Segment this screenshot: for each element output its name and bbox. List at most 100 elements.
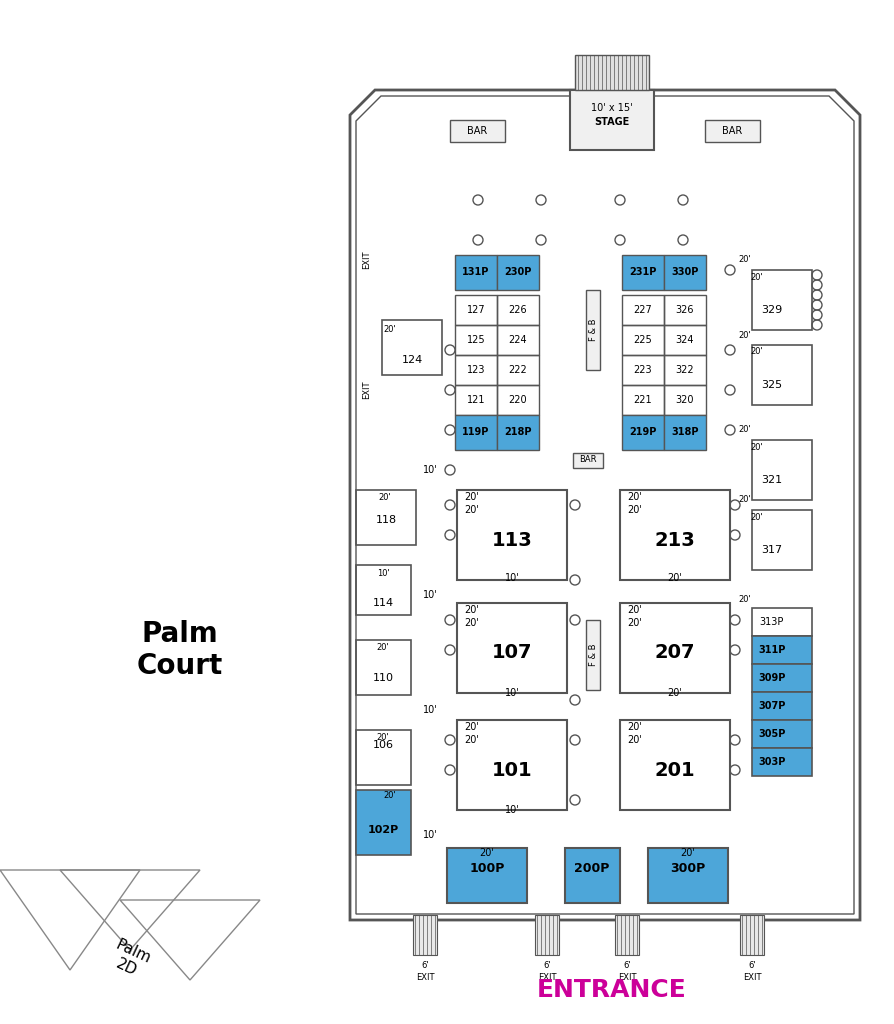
Text: 300P: 300P	[670, 861, 705, 874]
Text: EXIT: EXIT	[362, 251, 372, 269]
Bar	[356, 640, 411, 695]
Text: 20': 20'	[465, 605, 479, 615]
Text: EXIT: EXIT	[362, 381, 372, 399]
Text: 309P: 309P	[758, 673, 786, 683]
Bar	[497, 325, 539, 355]
Text: 100P: 100P	[469, 861, 505, 874]
Text: 231P: 231P	[629, 267, 657, 278]
Bar	[664, 355, 706, 385]
Bar	[447, 848, 527, 903]
Text: 110: 110	[373, 673, 393, 683]
Text: 20': 20'	[738, 496, 751, 505]
Bar	[622, 295, 664, 325]
Bar	[620, 490, 730, 580]
Text: 213: 213	[654, 530, 696, 550]
Text: 225: 225	[634, 335, 653, 345]
Bar	[455, 255, 497, 290]
Text: 131P: 131P	[462, 267, 490, 278]
Bar	[570, 90, 654, 150]
Bar	[356, 730, 411, 785]
Text: 10': 10'	[423, 465, 437, 475]
Bar	[752, 345, 812, 406]
Text: 20': 20'	[738, 426, 751, 434]
Text: 324: 324	[676, 335, 695, 345]
Text: 20': 20'	[628, 505, 643, 515]
Text: 123: 123	[467, 365, 485, 375]
Text: 20': 20'	[384, 326, 396, 335]
Bar	[586, 290, 600, 370]
Text: BAR: BAR	[721, 126, 742, 136]
Text: 20': 20'	[384, 792, 396, 801]
Bar	[620, 720, 730, 810]
Bar	[622, 255, 664, 290]
Text: 121: 121	[467, 395, 485, 406]
Bar	[622, 355, 664, 385]
Text: 318P: 318P	[671, 427, 699, 437]
Bar	[457, 603, 567, 693]
Bar	[620, 603, 730, 693]
Text: BAR: BAR	[579, 456, 597, 465]
Text: 102P: 102P	[367, 825, 399, 835]
Bar	[382, 319, 442, 375]
Bar	[497, 385, 539, 415]
Text: 219P: 219P	[629, 427, 657, 437]
Text: 221: 221	[634, 395, 653, 406]
Text: 207: 207	[654, 643, 696, 663]
Bar	[752, 510, 812, 570]
Text: EXIT: EXIT	[743, 973, 762, 981]
Text: EXIT: EXIT	[618, 973, 637, 981]
Text: 20': 20'	[751, 273, 763, 283]
Bar	[457, 490, 567, 580]
Bar	[535, 915, 559, 955]
Text: 226: 226	[509, 305, 527, 315]
Bar	[356, 565, 411, 615]
Bar	[497, 255, 539, 290]
Text: ENTRANCE: ENTRANCE	[537, 978, 687, 1002]
Text: 321: 321	[762, 475, 782, 485]
Text: 325: 325	[762, 380, 782, 390]
Text: 20': 20'	[465, 722, 479, 732]
Text: 20': 20'	[680, 848, 696, 858]
Text: 6': 6'	[421, 961, 429, 970]
Text: 303P: 303P	[758, 757, 786, 767]
Text: 10' x 15': 10' x 15'	[591, 103, 633, 113]
Bar	[752, 748, 812, 776]
Text: 20': 20'	[738, 596, 751, 604]
Bar	[664, 255, 706, 290]
Bar	[586, 620, 600, 690]
Text: 10': 10'	[423, 590, 437, 600]
Bar	[413, 915, 437, 955]
Text: 20': 20'	[628, 735, 643, 745]
Text: 20': 20'	[668, 688, 682, 698]
Text: 320: 320	[676, 395, 695, 406]
Bar	[615, 915, 639, 955]
Bar	[752, 720, 812, 748]
Text: 20': 20'	[628, 618, 643, 628]
Text: 20': 20'	[628, 492, 643, 502]
Text: 6': 6'	[623, 961, 631, 970]
Bar	[752, 440, 812, 500]
Text: Palm
Court: Palm Court	[137, 620, 224, 680]
Text: 20': 20'	[668, 573, 682, 583]
Text: 305P: 305P	[758, 729, 786, 739]
Text: 114: 114	[373, 598, 393, 608]
Text: 106: 106	[373, 740, 393, 750]
Text: 127: 127	[467, 305, 485, 315]
Text: 10': 10'	[423, 830, 437, 840]
Bar	[455, 295, 497, 325]
Bar	[664, 415, 706, 450]
Text: 20': 20'	[738, 256, 751, 264]
Text: 313P: 313P	[760, 617, 784, 627]
Text: 20': 20'	[479, 848, 494, 858]
Text: 10': 10'	[423, 705, 437, 715]
Text: 201: 201	[654, 761, 696, 779]
Text: 222: 222	[509, 365, 527, 375]
Text: 10': 10'	[504, 688, 519, 698]
Text: 10': 10'	[504, 573, 519, 583]
Bar	[752, 270, 812, 330]
Bar	[455, 355, 497, 385]
Text: BAR: BAR	[467, 126, 487, 136]
Bar	[455, 415, 497, 450]
Text: 119P: 119P	[462, 427, 490, 437]
Bar	[455, 325, 497, 355]
